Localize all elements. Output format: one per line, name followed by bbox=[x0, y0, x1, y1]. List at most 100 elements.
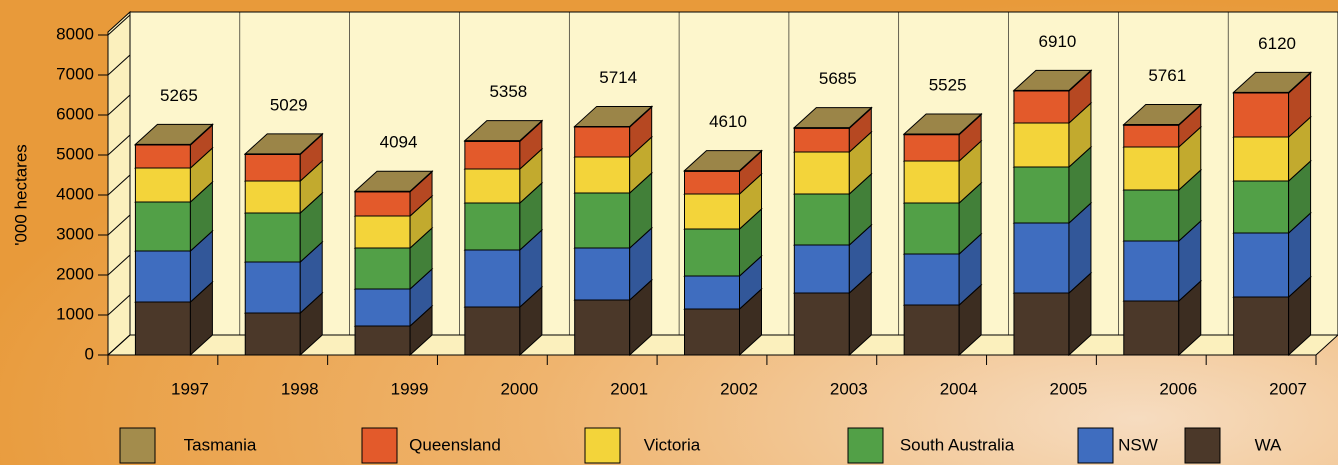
bar-segment bbox=[134, 301, 191, 356]
bar-segment bbox=[1123, 124, 1180, 148]
bar-segment bbox=[574, 126, 631, 158]
bar-segment bbox=[684, 228, 740, 277]
bar-top bbox=[902, 113, 983, 135]
bar-segment bbox=[574, 247, 631, 301]
bar-segment bbox=[684, 275, 740, 310]
bar-segment bbox=[244, 261, 301, 314]
y-tick-label: 8000 bbox=[56, 24, 94, 43]
bar-segment bbox=[1123, 300, 1180, 356]
y-tick-depth bbox=[107, 214, 131, 236]
bar-segment bbox=[1013, 122, 1070, 168]
total-label: 5685 bbox=[819, 69, 857, 88]
y-tick-depth bbox=[107, 14, 131, 36]
bar-segment bbox=[464, 140, 521, 170]
bar-segment bbox=[354, 325, 411, 356]
bar-segment bbox=[793, 127, 850, 153]
bar-top bbox=[793, 107, 873, 129]
bar-segment bbox=[1233, 232, 1290, 298]
legend-swatch bbox=[1077, 427, 1114, 464]
bar-segment bbox=[1013, 90, 1070, 124]
bar-segment bbox=[134, 201, 191, 252]
bar-segment bbox=[903, 253, 960, 306]
total-label: 5358 bbox=[489, 82, 527, 101]
bar-segment bbox=[793, 292, 850, 356]
bar-segment bbox=[354, 215, 411, 249]
bar-segment bbox=[574, 299, 631, 356]
bar-segment bbox=[464, 249, 521, 308]
bar-top bbox=[1232, 71, 1312, 93]
total-label: 6120 bbox=[1258, 34, 1296, 53]
legend-swatch bbox=[847, 427, 884, 464]
x-tick-label: 2001 bbox=[610, 379, 648, 398]
y-tick-depth bbox=[107, 54, 131, 76]
x-tick-label: 2007 bbox=[1269, 379, 1307, 398]
bar-segment bbox=[1123, 240, 1180, 302]
y-tick-depth bbox=[107, 134, 131, 156]
x-tick-label: 2005 bbox=[1050, 379, 1088, 398]
bar-segment bbox=[1013, 222, 1070, 294]
bar-segment bbox=[684, 170, 740, 195]
legend-label: Queensland bbox=[409, 435, 501, 454]
legend-swatch bbox=[361, 427, 398, 464]
bar-segment bbox=[903, 202, 960, 255]
y-tick-label: 3000 bbox=[56, 224, 94, 243]
bar-segment bbox=[1233, 136, 1290, 182]
x-tick-label: 2006 bbox=[1159, 379, 1197, 398]
legend-swatch bbox=[584, 427, 621, 464]
bar-segment bbox=[574, 156, 631, 194]
x-tick-label: 2004 bbox=[940, 379, 978, 398]
bar-top bbox=[463, 120, 544, 142]
x-tick-label: 2003 bbox=[830, 379, 868, 398]
bar-segment bbox=[1013, 166, 1070, 224]
legend-label: Tasmania bbox=[184, 435, 257, 454]
bar-top bbox=[573, 105, 653, 127]
bar-segment bbox=[354, 288, 411, 327]
total-label: 4610 bbox=[709, 112, 747, 131]
bar-segment bbox=[244, 312, 301, 356]
total-label: 5714 bbox=[599, 68, 637, 87]
bar-segment bbox=[574, 192, 631, 249]
x-tick-label: 2000 bbox=[500, 379, 538, 398]
bar-top bbox=[243, 133, 324, 155]
x-tick-label: 2002 bbox=[720, 379, 758, 398]
y-tick-label: 6000 bbox=[56, 104, 94, 123]
total-label: 5029 bbox=[270, 95, 308, 114]
bar-segment bbox=[244, 153, 301, 182]
total-label: 6910 bbox=[1039, 32, 1077, 51]
bar-top bbox=[1012, 69, 1093, 91]
bar-segment bbox=[903, 134, 960, 162]
total-label: 5525 bbox=[929, 75, 967, 94]
bar-segment bbox=[464, 202, 521, 251]
bar-segment bbox=[244, 212, 301, 263]
bar-segment bbox=[1123, 146, 1180, 191]
bar-top bbox=[353, 170, 434, 192]
legend-label: South Australia bbox=[900, 435, 1015, 454]
bar-segment bbox=[1233, 296, 1290, 356]
y-tick-depth bbox=[107, 94, 131, 116]
bar-segment bbox=[793, 151, 850, 195]
legend-swatch bbox=[119, 427, 156, 464]
x-tick-label: 1998 bbox=[281, 379, 319, 398]
y-tick-label: 2000 bbox=[56, 264, 94, 283]
y-tick-depth bbox=[107, 254, 131, 276]
bar-segment bbox=[793, 193, 850, 246]
bar-segment bbox=[1233, 180, 1290, 234]
y-tick-depth bbox=[107, 334, 131, 356]
bar-segment bbox=[793, 244, 850, 294]
x-tick-label: 1999 bbox=[391, 379, 429, 398]
bar-segment bbox=[1123, 189, 1180, 242]
bar-segment bbox=[354, 191, 411, 217]
y-tick-label: 0 bbox=[85, 344, 94, 363]
bar-segment bbox=[134, 250, 191, 303]
bar-segment bbox=[464, 306, 521, 356]
y-axis-title: '000 hectares bbox=[11, 144, 30, 246]
total-label: 5761 bbox=[1148, 66, 1186, 85]
bar-top bbox=[134, 123, 214, 145]
bar-top bbox=[1122, 104, 1203, 126]
y-tick-label: 7000 bbox=[56, 64, 94, 83]
y-tick-label: 4000 bbox=[56, 184, 94, 203]
total-label: 4094 bbox=[380, 133, 418, 152]
bar-top bbox=[683, 150, 763, 172]
bar-segment bbox=[1233, 92, 1290, 138]
